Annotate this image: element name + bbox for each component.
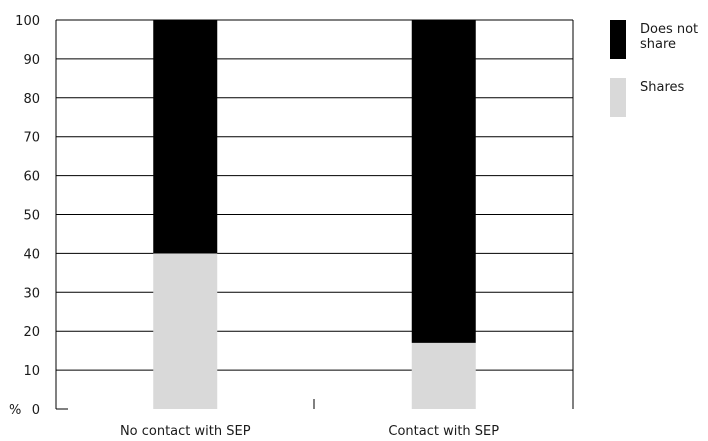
legend-label-does-not-share-line-2: share — [640, 37, 676, 52]
y-tick-label-10: 10 — [23, 364, 40, 379]
legend-label-shares: Shares — [640, 80, 685, 95]
legend-swatch-does-not-share — [610, 20, 626, 59]
legend-swatch-shares — [610, 78, 626, 117]
y-tick-label-0: 0 — [32, 403, 40, 418]
gridlines — [56, 19, 573, 371]
y-tick-label-20: 20 — [23, 325, 40, 340]
y-tick-label-80: 80 — [23, 92, 40, 107]
y-axis-unit-label: % — [9, 403, 21, 418]
bar-contact-with-sep-does-not-share — [411, 20, 476, 343]
bar-contact-with-sep-shares — [411, 342, 476, 409]
legend-label-does-not-share-line-1: Does not — [640, 22, 698, 37]
y-tick-label-50: 50 — [23, 209, 40, 224]
bars — [153, 20, 476, 409]
y-tick-label-100: 100 — [15, 14, 40, 29]
y-tick-label-40: 40 — [23, 247, 40, 262]
x-category-label-no-contact-with-sep: No contact with SEP — [120, 424, 251, 439]
y-tick-label-30: 30 — [23, 286, 40, 301]
axes: 0 10 20 30 40 50 60 70 80 90 100% No contact with S… — [9, 14, 574, 439]
y-tick-label-60: 60 — [23, 170, 40, 185]
y-tick-label-70: 70 — [23, 131, 40, 146]
bar-no-contact-with-sep-does-not-share — [153, 20, 218, 254]
y-tick-label-90: 90 — [23, 53, 40, 68]
bar-no-contact-with-sep-shares — [153, 253, 218, 409]
x-category-label-contact-with-sep: Contact with SEP — [388, 424, 499, 439]
